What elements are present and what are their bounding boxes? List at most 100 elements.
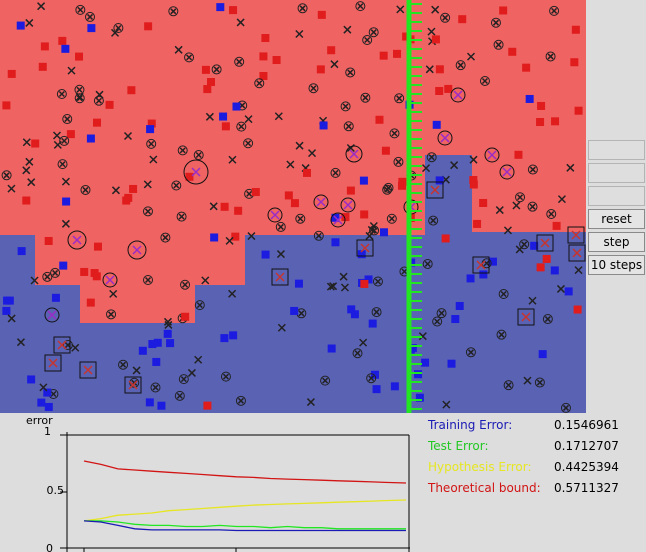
point-16 (261, 34, 270, 43)
point-39 (205, 112, 214, 121)
point-182 (382, 184, 393, 195)
point-106 (573, 305, 582, 314)
point-259 (552, 221, 561, 230)
point-10 (221, 122, 230, 131)
point-mark-318 (500, 290, 507, 298)
weighted-point-mark-2 (132, 245, 142, 255)
weighted-point-circle-10 (267, 207, 283, 223)
weighted-point-mark-0 (191, 167, 201, 177)
point-129 (360, 210, 369, 219)
point-12 (330, 167, 341, 178)
point-31 (225, 236, 234, 245)
blank-button-1[interactable] (588, 140, 645, 160)
point-8 (496, 329, 507, 340)
point-mark-107 (481, 77, 488, 85)
point-305 (469, 175, 478, 184)
point-325 (297, 3, 308, 14)
point-mark-116 (521, 241, 528, 248)
point-mark-8 (498, 331, 505, 338)
point-309 (219, 112, 228, 121)
point-313 (106, 309, 117, 320)
point-mark-203 (213, 66, 220, 73)
point-105 (522, 63, 531, 72)
point-296 (290, 306, 299, 315)
point-269 (261, 250, 270, 259)
point-280 (421, 358, 430, 367)
point-mark-7 (86, 13, 94, 20)
point-270 (138, 346, 147, 355)
point-177 (530, 241, 539, 250)
point-87 (62, 114, 73, 125)
point-118 (2, 101, 11, 110)
weighted-box-0 (356, 239, 374, 257)
point-157 (444, 84, 453, 93)
point-295 (251, 188, 260, 197)
point-117 (152, 357, 161, 366)
point-184 (59, 135, 70, 146)
weighted-point-circle-4 (450, 87, 466, 103)
step-button[interactable]: step (588, 232, 645, 252)
point-236 (499, 6, 508, 15)
point-4 (42, 271, 53, 282)
point-198 (414, 370, 423, 379)
point-223 (43, 388, 52, 397)
point-28 (415, 393, 424, 402)
weighted-box-8 (536, 234, 554, 252)
point-mark-206 (179, 147, 186, 154)
point-153 (185, 172, 194, 181)
point-mark-327 (396, 95, 403, 102)
point-128 (187, 368, 196, 377)
point-243 (366, 373, 377, 384)
reset-button[interactable]: reset (588, 209, 645, 229)
point-67 (27, 178, 36, 187)
point-47 (469, 180, 478, 189)
point-286 (166, 339, 175, 348)
weighted-box-7 (426, 181, 444, 199)
point-99 (550, 266, 559, 275)
point-mark-289 (222, 373, 229, 380)
point-228 (59, 261, 68, 270)
point-278 (243, 138, 254, 149)
point-143 (396, 5, 405, 14)
weighted-point-circle-1 (67, 230, 87, 250)
point-mark-30 (544, 316, 551, 323)
point-248 (469, 155, 478, 164)
point-307 (357, 250, 366, 259)
point-123 (528, 296, 537, 305)
stat-label-theoretical-bound: Theoretical bound: (428, 481, 541, 495)
point-209 (359, 338, 368, 347)
point-255 (295, 29, 304, 39)
ten-steps-button[interactable]: 10 steps (588, 255, 645, 275)
point-mark-126 (152, 384, 159, 391)
weighted-point-circle-9 (313, 194, 329, 210)
point-174 (228, 289, 237, 298)
point-317 (317, 10, 326, 19)
point-0 (343, 121, 354, 132)
blank-button-2[interactable] (588, 163, 645, 183)
point-60 (495, 206, 504, 215)
classification-plot[interactable] (0, 0, 586, 413)
point-146 (466, 274, 475, 283)
point-mark-20 (357, 3, 364, 10)
point-111 (536, 118, 545, 127)
point-160 (368, 319, 377, 328)
point-mark-243 (368, 375, 375, 382)
weighted-box-mark-9 (572, 248, 582, 258)
point-256 (124, 193, 133, 202)
blank-button-3[interactable] (588, 186, 645, 206)
point-mark-254 (77, 6, 84, 13)
point-293 (52, 131, 62, 140)
point-3 (571, 25, 580, 34)
point-225 (247, 232, 256, 241)
point-112 (326, 282, 335, 291)
point-136 (339, 272, 348, 281)
point-mark-156 (239, 102, 246, 109)
negative-region-1 (0, 235, 410, 413)
point-322 (431, 35, 440, 44)
point-85 (372, 276, 383, 287)
point-mark-85 (374, 278, 382, 285)
point-mark-325 (299, 5, 306, 12)
weighted-point-mark-9 (316, 197, 326, 207)
point-189 (27, 375, 36, 384)
point-320 (181, 312, 190, 321)
